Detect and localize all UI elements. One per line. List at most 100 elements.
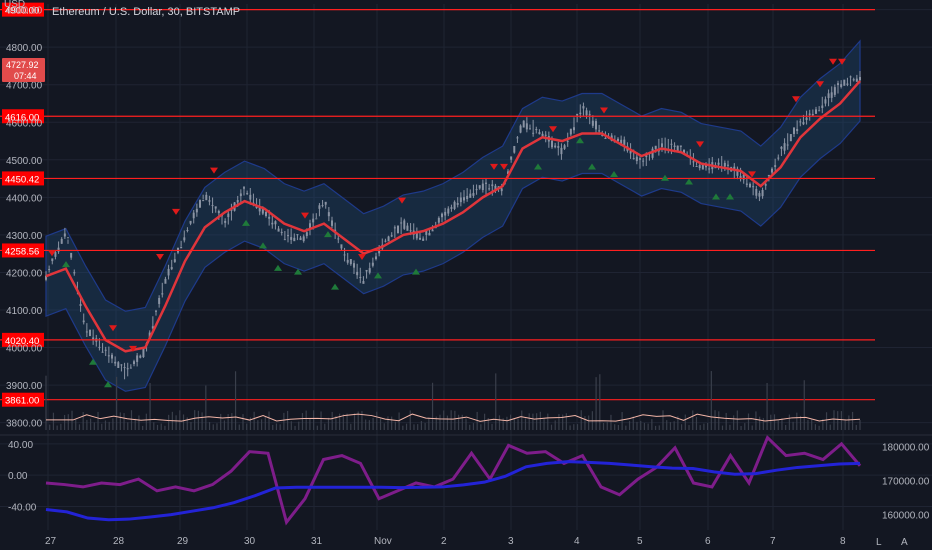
candle-body [717,162,720,165]
candle-body [111,354,113,359]
candle-body [645,155,648,158]
candle-body [290,237,293,240]
candle-body [309,223,311,229]
candle-body [114,361,117,364]
candle-body [459,197,462,203]
price-tick-label: 4100.00 [6,306,43,317]
candle-body [576,113,579,116]
candle-body [585,110,588,116]
candle-body [733,166,736,170]
buy-signal-marker [576,137,584,144]
candle-body [441,213,443,218]
candle-body [92,337,95,340]
candle-body [82,320,85,323]
buy-signal-marker [661,174,669,181]
candle-body [406,225,409,231]
series-lines-layer [45,80,861,353]
candle-body [79,304,82,307]
candle-body [855,78,858,82]
candle-body [808,113,811,115]
candle-body [205,194,208,201]
volume-layer [45,371,861,430]
current-price-value: 4727.92 [6,60,39,70]
candle-body [739,176,742,180]
candle-body [67,237,69,239]
candle-body [752,186,755,188]
candle-body [821,105,824,109]
candle-body [419,237,421,240]
candle-body [337,238,340,240]
buy-signal-marker [331,283,339,290]
candle-body [243,187,245,189]
candle-body [173,259,176,262]
level-label: 4616.00 [5,112,39,123]
candle-body [485,182,487,184]
candle-body [837,83,839,86]
candle-body [573,127,575,131]
sell-signal-marker [838,58,846,65]
candle-body [384,240,387,242]
candle-body [629,150,632,154]
candle-body [447,208,450,214]
candle-body [591,120,594,126]
osc-left-tick: 0.00 [8,471,28,482]
price-tick-label: 4200.00 [6,268,43,279]
candle-body [48,269,51,271]
candle-body [305,232,308,236]
candle-body [525,123,528,130]
candle-body [758,193,761,197]
candle-body [846,83,849,85]
candle-body [331,220,333,226]
price-tick-label: 3800.00 [6,419,43,430]
candle-body [261,209,264,214]
candle-body [356,271,359,276]
candle-body [283,239,286,241]
date-tick-label: 31 [311,536,323,547]
candle-body [745,183,748,185]
candle-body [796,128,799,132]
candle-body [544,134,547,136]
oscillator-blue-line [45,460,861,522]
price-tick-label: 4400.00 [6,193,43,204]
candle-body [136,355,139,362]
candle-body [70,252,73,258]
candle-body [793,127,795,134]
candle-body [833,87,836,95]
log-scale-button[interactable]: L [876,537,882,548]
date-tick-label: 27 [45,536,57,547]
candle-body [569,128,572,135]
osc-left-tick: 40.00 [8,440,33,451]
level-label: 4900.00 [5,6,39,17]
sell-signal-marker [301,212,309,219]
candle-body [164,278,167,284]
sell-signal-marker [210,167,218,174]
candle-body [98,346,101,348]
candle-body [463,197,465,201]
candle-body [217,211,220,214]
currency-label: USD [4,0,25,10]
candle-body [183,237,186,241]
level-label: 4450.42 [5,174,39,185]
candle-body [170,267,173,270]
candle-body [390,235,393,237]
candle-body [824,99,827,104]
sell-signal-marker [500,163,508,170]
candle-body [415,231,418,239]
level-label-bg [2,392,44,407]
candle-body [566,140,569,142]
candle-body [705,164,707,168]
candle-body [45,275,47,280]
candle-body [532,132,535,134]
candle-body [727,164,729,166]
candle-body [63,233,66,237]
candle-body [51,258,54,262]
sell-signal-marker [109,325,117,332]
date-tick-label: 3 [508,536,514,547]
candle-body [224,220,227,223]
candle-body [189,220,192,224]
candle-body [120,364,123,366]
candle-body [849,76,852,78]
candle-body [840,84,843,87]
buy-signal-marker [374,272,382,279]
auto-scale-button[interactable]: A [901,537,908,548]
